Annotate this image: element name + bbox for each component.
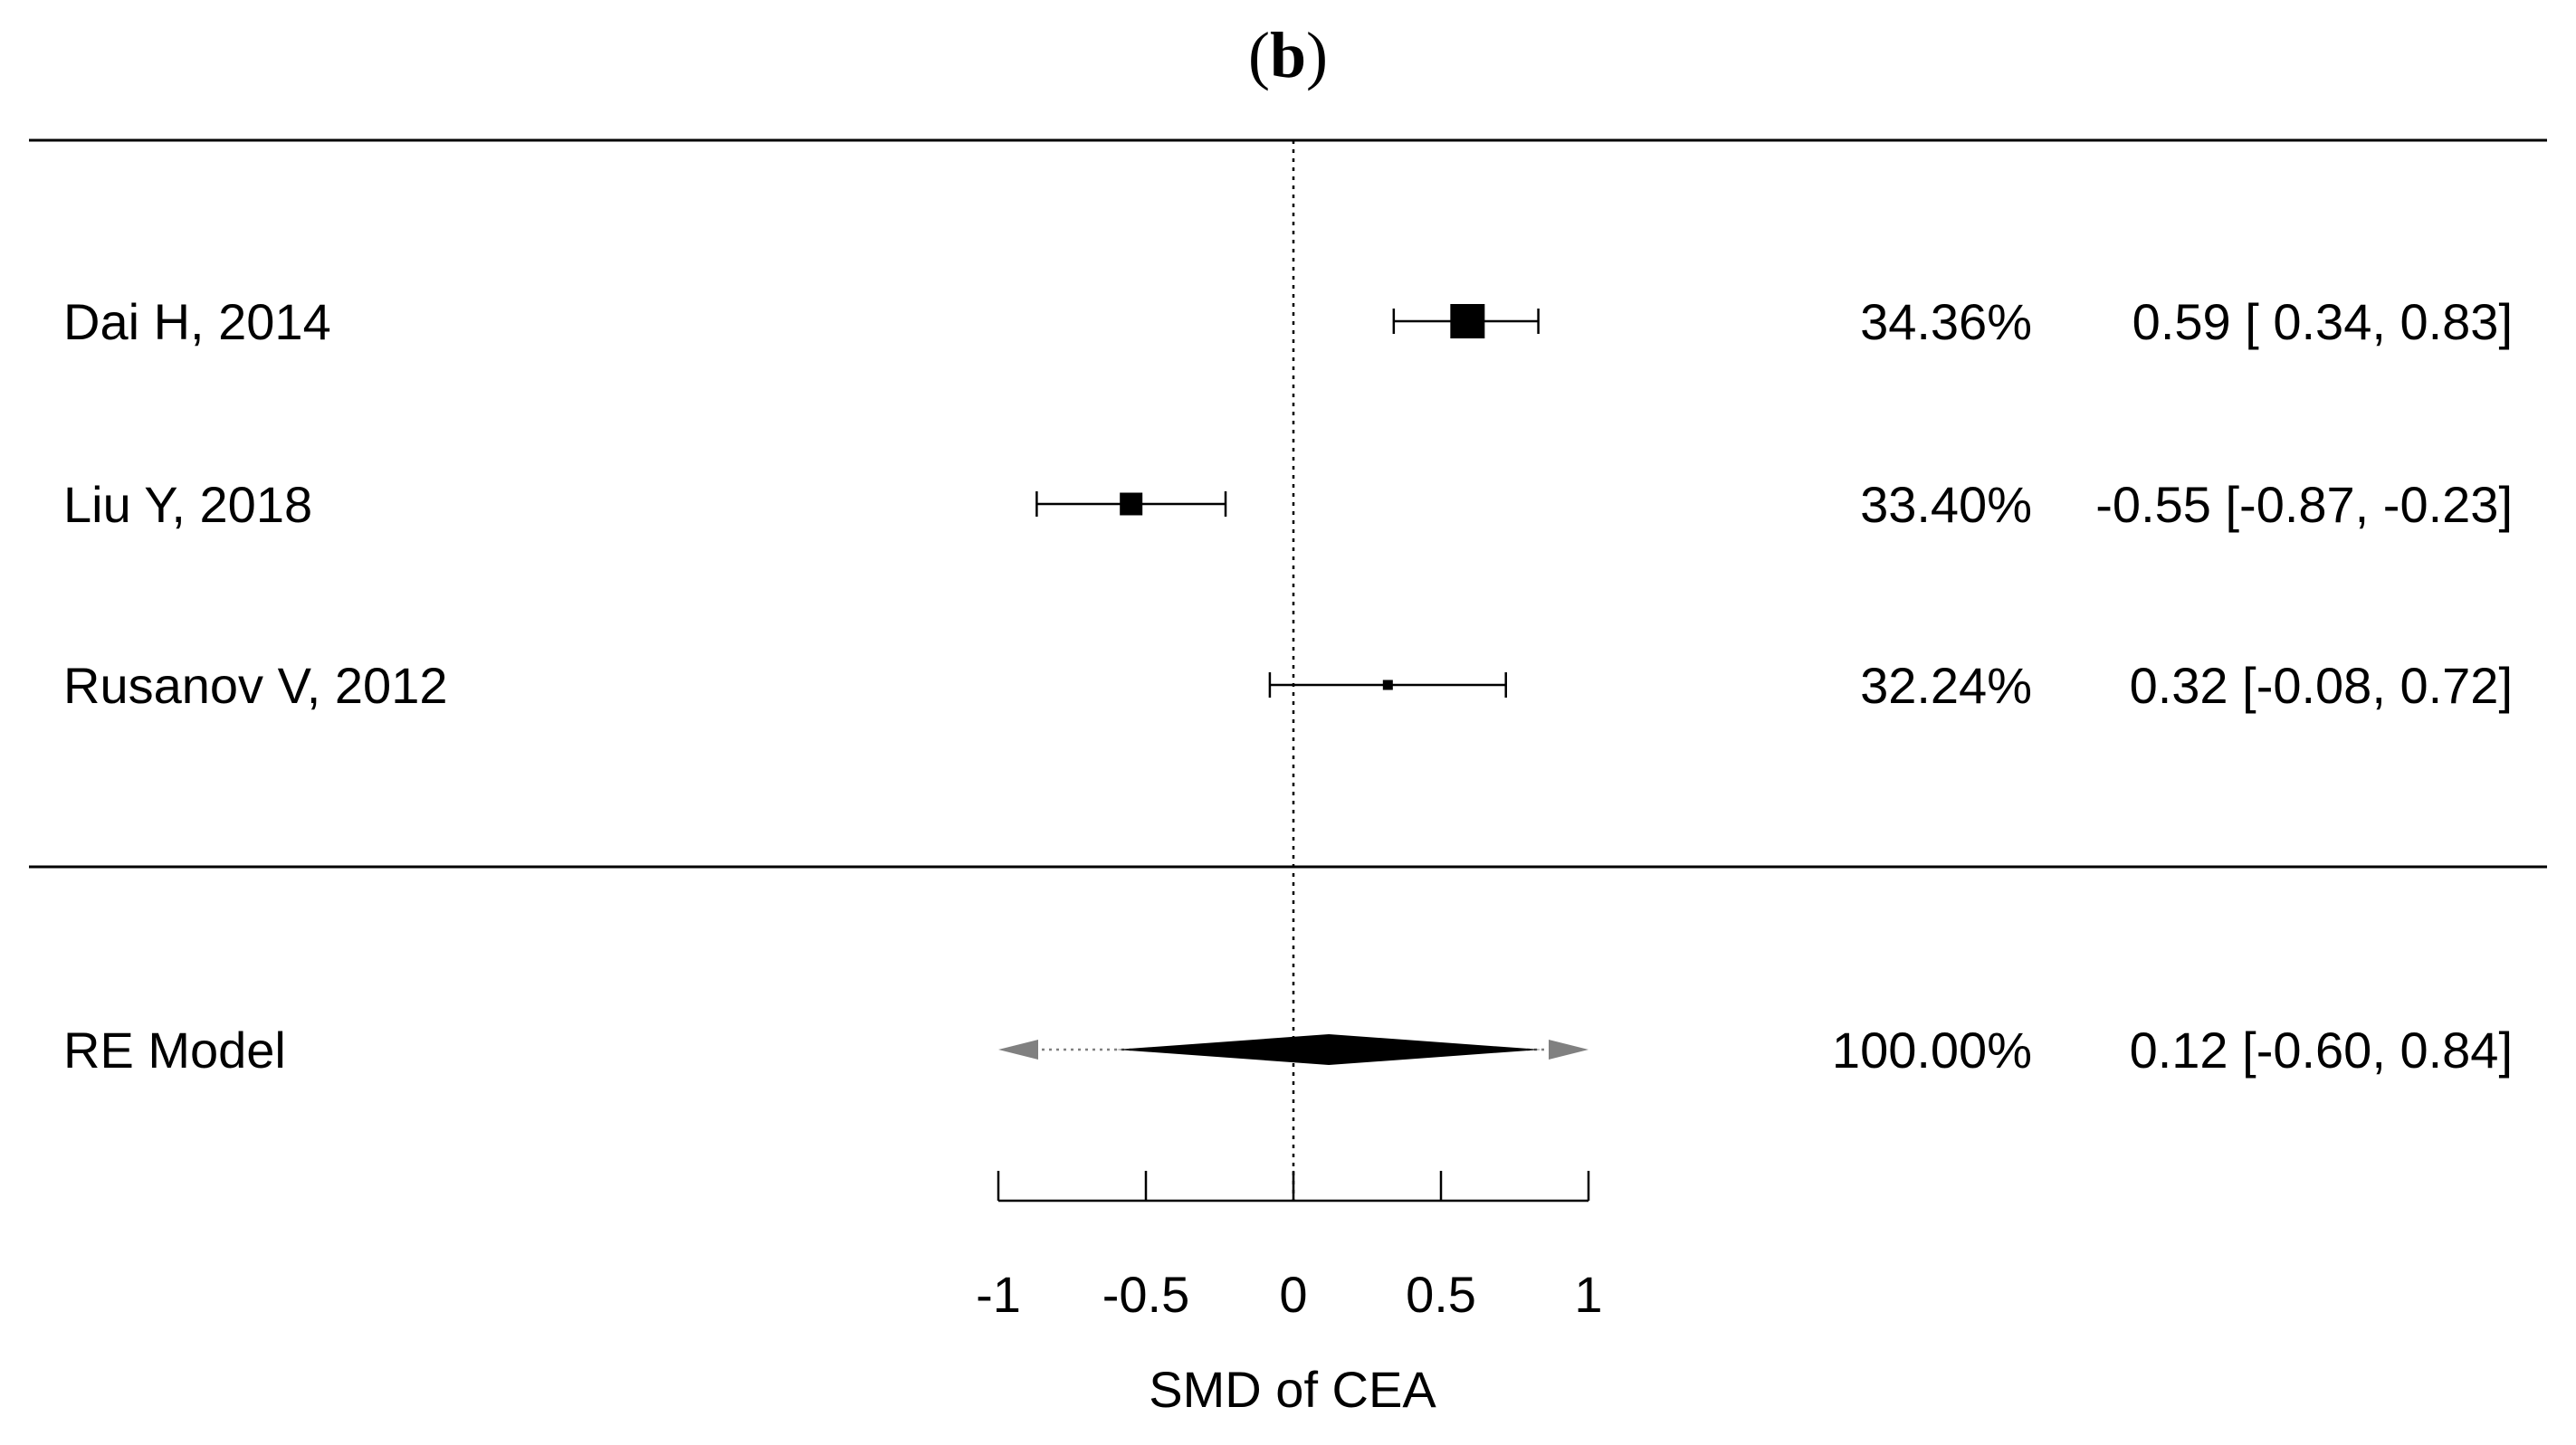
point-estimate-box xyxy=(1382,680,1393,690)
point-estimate-box xyxy=(1450,304,1485,338)
summary-diamond xyxy=(1116,1034,1541,1065)
study-ci-label: -0.55 [-0.87, -0.23] xyxy=(2095,476,2513,533)
study-rows: Dai H, 2014 34.36% 0.59 [ 0.34, 0.83] Liu Y… xyxy=(63,293,2513,714)
study-weight: 34.36% xyxy=(1860,293,2032,350)
x-tick-label: 0 xyxy=(1279,1266,1307,1323)
panel-label: (b) xyxy=(1248,19,1328,91)
summary-name: RE Model xyxy=(63,1022,286,1079)
summary-ci-label: 0.12 [-0.60, 0.84] xyxy=(2130,1022,2513,1079)
point-estimate-box xyxy=(1120,492,1143,516)
summary-weight: 100.00% xyxy=(1832,1022,2032,1079)
x-axis-label: SMD of CEA xyxy=(1149,1361,1436,1418)
study-row: Rusanov V, 2012 32.24% 0.32 [-0.08, 0.72] xyxy=(63,657,2513,714)
prediction-arrow-right xyxy=(1549,1040,1589,1060)
x-tick-label: -0.5 xyxy=(1102,1266,1190,1323)
study-name: Dai H, 2014 xyxy=(63,293,331,350)
study-weight: 33.40% xyxy=(1860,476,2032,533)
x-axis: -1 -0.5 0 0.5 1 xyxy=(976,1171,1603,1323)
study-row: Liu Y, 2018 33.40% -0.55 [-0.87, -0.23] xyxy=(63,476,2513,533)
summary-row: RE Model 100.00% 0.12 [-0.60, 0.84] xyxy=(63,1022,2513,1079)
study-weight: 32.24% xyxy=(1860,657,2032,714)
study-ci-label: 0.32 [-0.08, 0.72] xyxy=(2130,657,2513,714)
x-tick-label: 0.5 xyxy=(1406,1266,1476,1323)
prediction-arrow-left xyxy=(998,1040,1038,1060)
study-name: Liu Y, 2018 xyxy=(63,476,312,533)
x-tick-label: 1 xyxy=(1574,1266,1602,1323)
x-tick-label: -1 xyxy=(976,1266,1021,1323)
study-ci-label: 0.59 [ 0.34, 0.83] xyxy=(2132,293,2513,350)
study-name: Rusanov V, 2012 xyxy=(63,657,447,714)
study-row: Dai H, 2014 34.36% 0.59 [ 0.34, 0.83] xyxy=(63,293,2513,350)
